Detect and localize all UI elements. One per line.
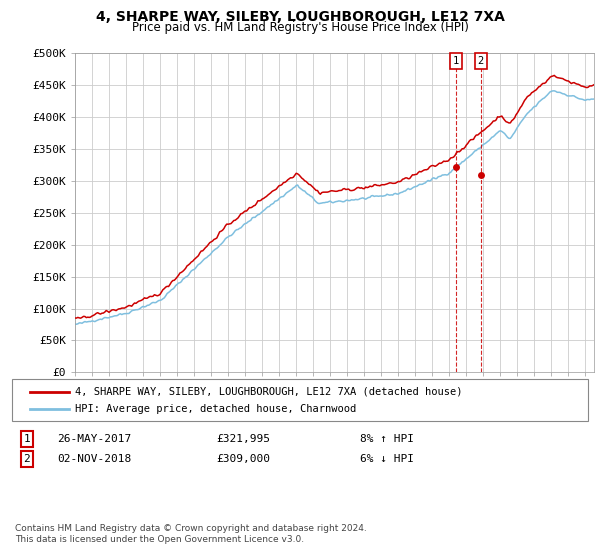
Text: 6% ↓ HPI: 6% ↓ HPI xyxy=(360,454,414,464)
Text: £309,000: £309,000 xyxy=(216,454,270,464)
Text: 1: 1 xyxy=(453,56,459,66)
Text: 4, SHARPE WAY, SILEBY, LOUGHBOROUGH, LE12 7XA: 4, SHARPE WAY, SILEBY, LOUGHBOROUGH, LE1… xyxy=(95,10,505,24)
Text: 2: 2 xyxy=(23,454,31,464)
Text: 4, SHARPE WAY, SILEBY, LOUGHBOROUGH, LE12 7XA (detached house): 4, SHARPE WAY, SILEBY, LOUGHBOROUGH, LE1… xyxy=(75,387,463,397)
Text: HPI: Average price, detached house, Charnwood: HPI: Average price, detached house, Char… xyxy=(75,404,356,414)
Text: £321,995: £321,995 xyxy=(216,434,270,444)
Text: Price paid vs. HM Land Registry's House Price Index (HPI): Price paid vs. HM Land Registry's House … xyxy=(131,21,469,34)
Text: 26-MAY-2017: 26-MAY-2017 xyxy=(57,434,131,444)
Text: 8% ↑ HPI: 8% ↑ HPI xyxy=(360,434,414,444)
Text: 02-NOV-2018: 02-NOV-2018 xyxy=(57,454,131,464)
Text: 2: 2 xyxy=(478,56,484,66)
Text: Contains HM Land Registry data © Crown copyright and database right 2024.
This d: Contains HM Land Registry data © Crown c… xyxy=(15,524,367,544)
Text: 1: 1 xyxy=(23,434,31,444)
